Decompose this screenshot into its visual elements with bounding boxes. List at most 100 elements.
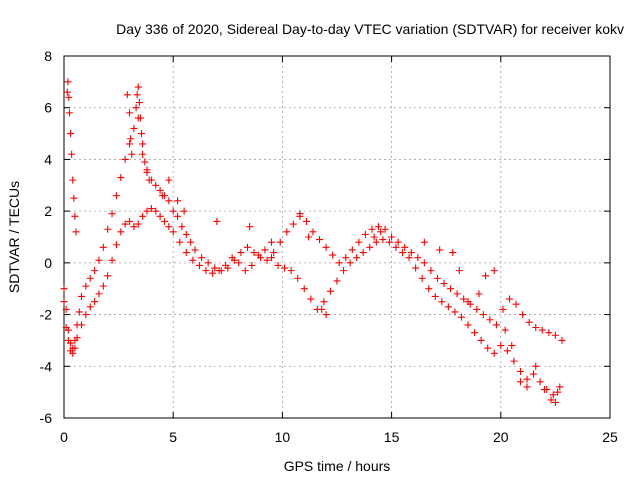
data-point: [436, 246, 444, 254]
y-tick-label: -2: [40, 307, 53, 323]
data-point: [388, 233, 396, 241]
data-point: [250, 249, 258, 257]
data-point: [316, 236, 324, 244]
data-point: [372, 238, 380, 246]
data-point: [104, 272, 112, 280]
data-point: [65, 109, 73, 117]
data-point: [538, 326, 546, 334]
data-point: [532, 362, 540, 370]
data-point: [165, 197, 173, 205]
data-point: [195, 261, 203, 269]
data-point: [134, 220, 142, 228]
x-tick-label: 0: [60, 429, 68, 445]
data-point: [418, 274, 426, 282]
data-point: [307, 295, 315, 303]
data-point: [156, 212, 164, 220]
data-point: [457, 313, 465, 321]
data-point: [346, 259, 354, 267]
data-point: [276, 238, 284, 246]
data-point: [368, 225, 376, 233]
data-point: [359, 249, 367, 257]
data-point: [133, 91, 141, 99]
data-point: [267, 254, 275, 262]
data-point: [62, 305, 70, 313]
data-point: [204, 259, 212, 267]
data-point: [202, 267, 210, 275]
data-point: [318, 305, 326, 313]
data-point: [523, 375, 531, 383]
data-point: [67, 130, 75, 138]
data-point: [451, 308, 459, 316]
data-point: [213, 217, 221, 225]
data-point: [545, 329, 553, 337]
data-point: [309, 228, 317, 236]
axis-ticks: [63, 55, 611, 419]
data-point: [547, 396, 555, 404]
data-point: [460, 295, 468, 303]
data-point: [158, 192, 166, 200]
data-point: [228, 254, 236, 262]
data-point: [68, 150, 76, 158]
data-point: [385, 238, 393, 246]
data-point: [126, 140, 134, 148]
data-point: [508, 342, 516, 350]
data-point: [554, 388, 562, 396]
data-point: [152, 181, 160, 189]
data-point: [64, 78, 72, 86]
data-point: [64, 336, 72, 344]
data-point: [482, 272, 490, 280]
data-point: [77, 321, 85, 329]
data-point: [516, 378, 524, 386]
data-point: [178, 223, 186, 231]
data-point: [281, 264, 289, 272]
data-point: [143, 207, 151, 215]
data-point: [361, 230, 369, 238]
data-point: [525, 318, 533, 326]
data-point: [477, 336, 485, 344]
data-point: [211, 264, 219, 272]
data-point: [438, 298, 446, 306]
data-point: [75, 308, 83, 316]
data-point: [556, 383, 564, 391]
data-point: [420, 238, 428, 246]
data-point: [248, 261, 256, 269]
data-point: [401, 243, 409, 251]
data-point: [127, 135, 135, 143]
data-point: [65, 93, 73, 101]
plot-frame: [63, 55, 611, 419]
data-point: [420, 259, 428, 267]
data-point: [126, 217, 134, 225]
data-point: [510, 357, 518, 365]
y-tick-labels: -6 -4 -2 0 2 4 6 8: [40, 48, 53, 426]
data-point: [296, 210, 304, 218]
data-point: [530, 370, 538, 378]
data-point: [141, 158, 149, 166]
data-point: [490, 267, 498, 275]
x-tick-label: 15: [384, 429, 400, 445]
data-point: [69, 176, 77, 184]
data-point: [241, 267, 249, 275]
data-point: [86, 274, 94, 282]
data-point: [412, 264, 420, 272]
data-point: [138, 130, 146, 138]
x-tick-labels: 0 5 10 15 20 25: [60, 429, 618, 445]
data-point: [294, 274, 302, 282]
data-point: [449, 249, 457, 257]
data-point: [486, 316, 494, 324]
data-point: [492, 321, 500, 329]
data-point: [263, 256, 271, 264]
data-point: [348, 246, 356, 254]
data-point: [62, 324, 70, 331]
data-point: [60, 285, 68, 293]
data-point: [182, 230, 190, 238]
data-point: [174, 197, 182, 205]
data-point: [189, 256, 197, 264]
y-tick-label: 6: [44, 100, 52, 116]
data-point: [112, 192, 120, 200]
x-tick-label: 10: [275, 429, 291, 445]
data-point: [501, 326, 509, 334]
data-point: [503, 347, 511, 355]
data-point: [104, 225, 112, 233]
data-point: [77, 292, 85, 300]
data-point: [169, 228, 177, 236]
